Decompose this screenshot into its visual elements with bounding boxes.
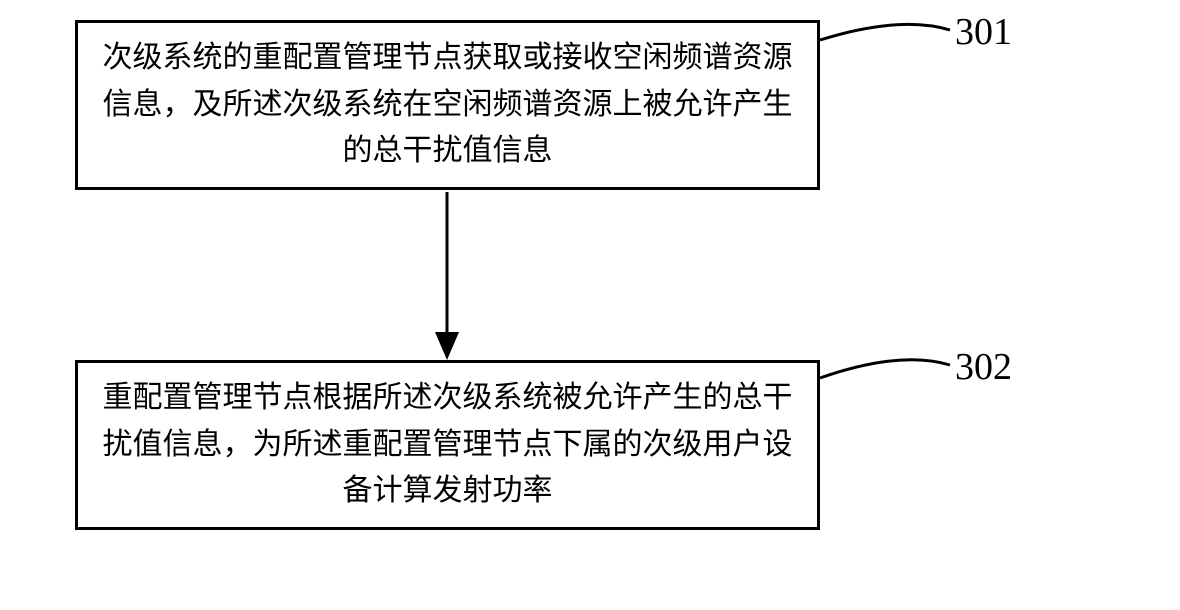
- flow-step-301: 次级系统的重配置管理节点获取或接收空闲频谱资源信息，及所述次级系统在空闲频谱资源…: [75, 20, 820, 190]
- flow-step-302: 重配置管理节点根据所述次级系统被允许产生的总干扰值信息，为所述重配置管理节点下属…: [75, 360, 820, 530]
- flow-step-302-text: 重配置管理节点根据所述次级系统被允许产生的总干扰值信息，为所述重配置管理节点下属…: [98, 375, 797, 515]
- flow-step-302-label: 302: [955, 345, 1012, 389]
- flow-step-301-label: 301: [955, 10, 1012, 54]
- flow-step-301-text: 次级系统的重配置管理节点获取或接收空闲频谱资源信息，及所述次级系统在空闲频谱资源…: [98, 35, 797, 175]
